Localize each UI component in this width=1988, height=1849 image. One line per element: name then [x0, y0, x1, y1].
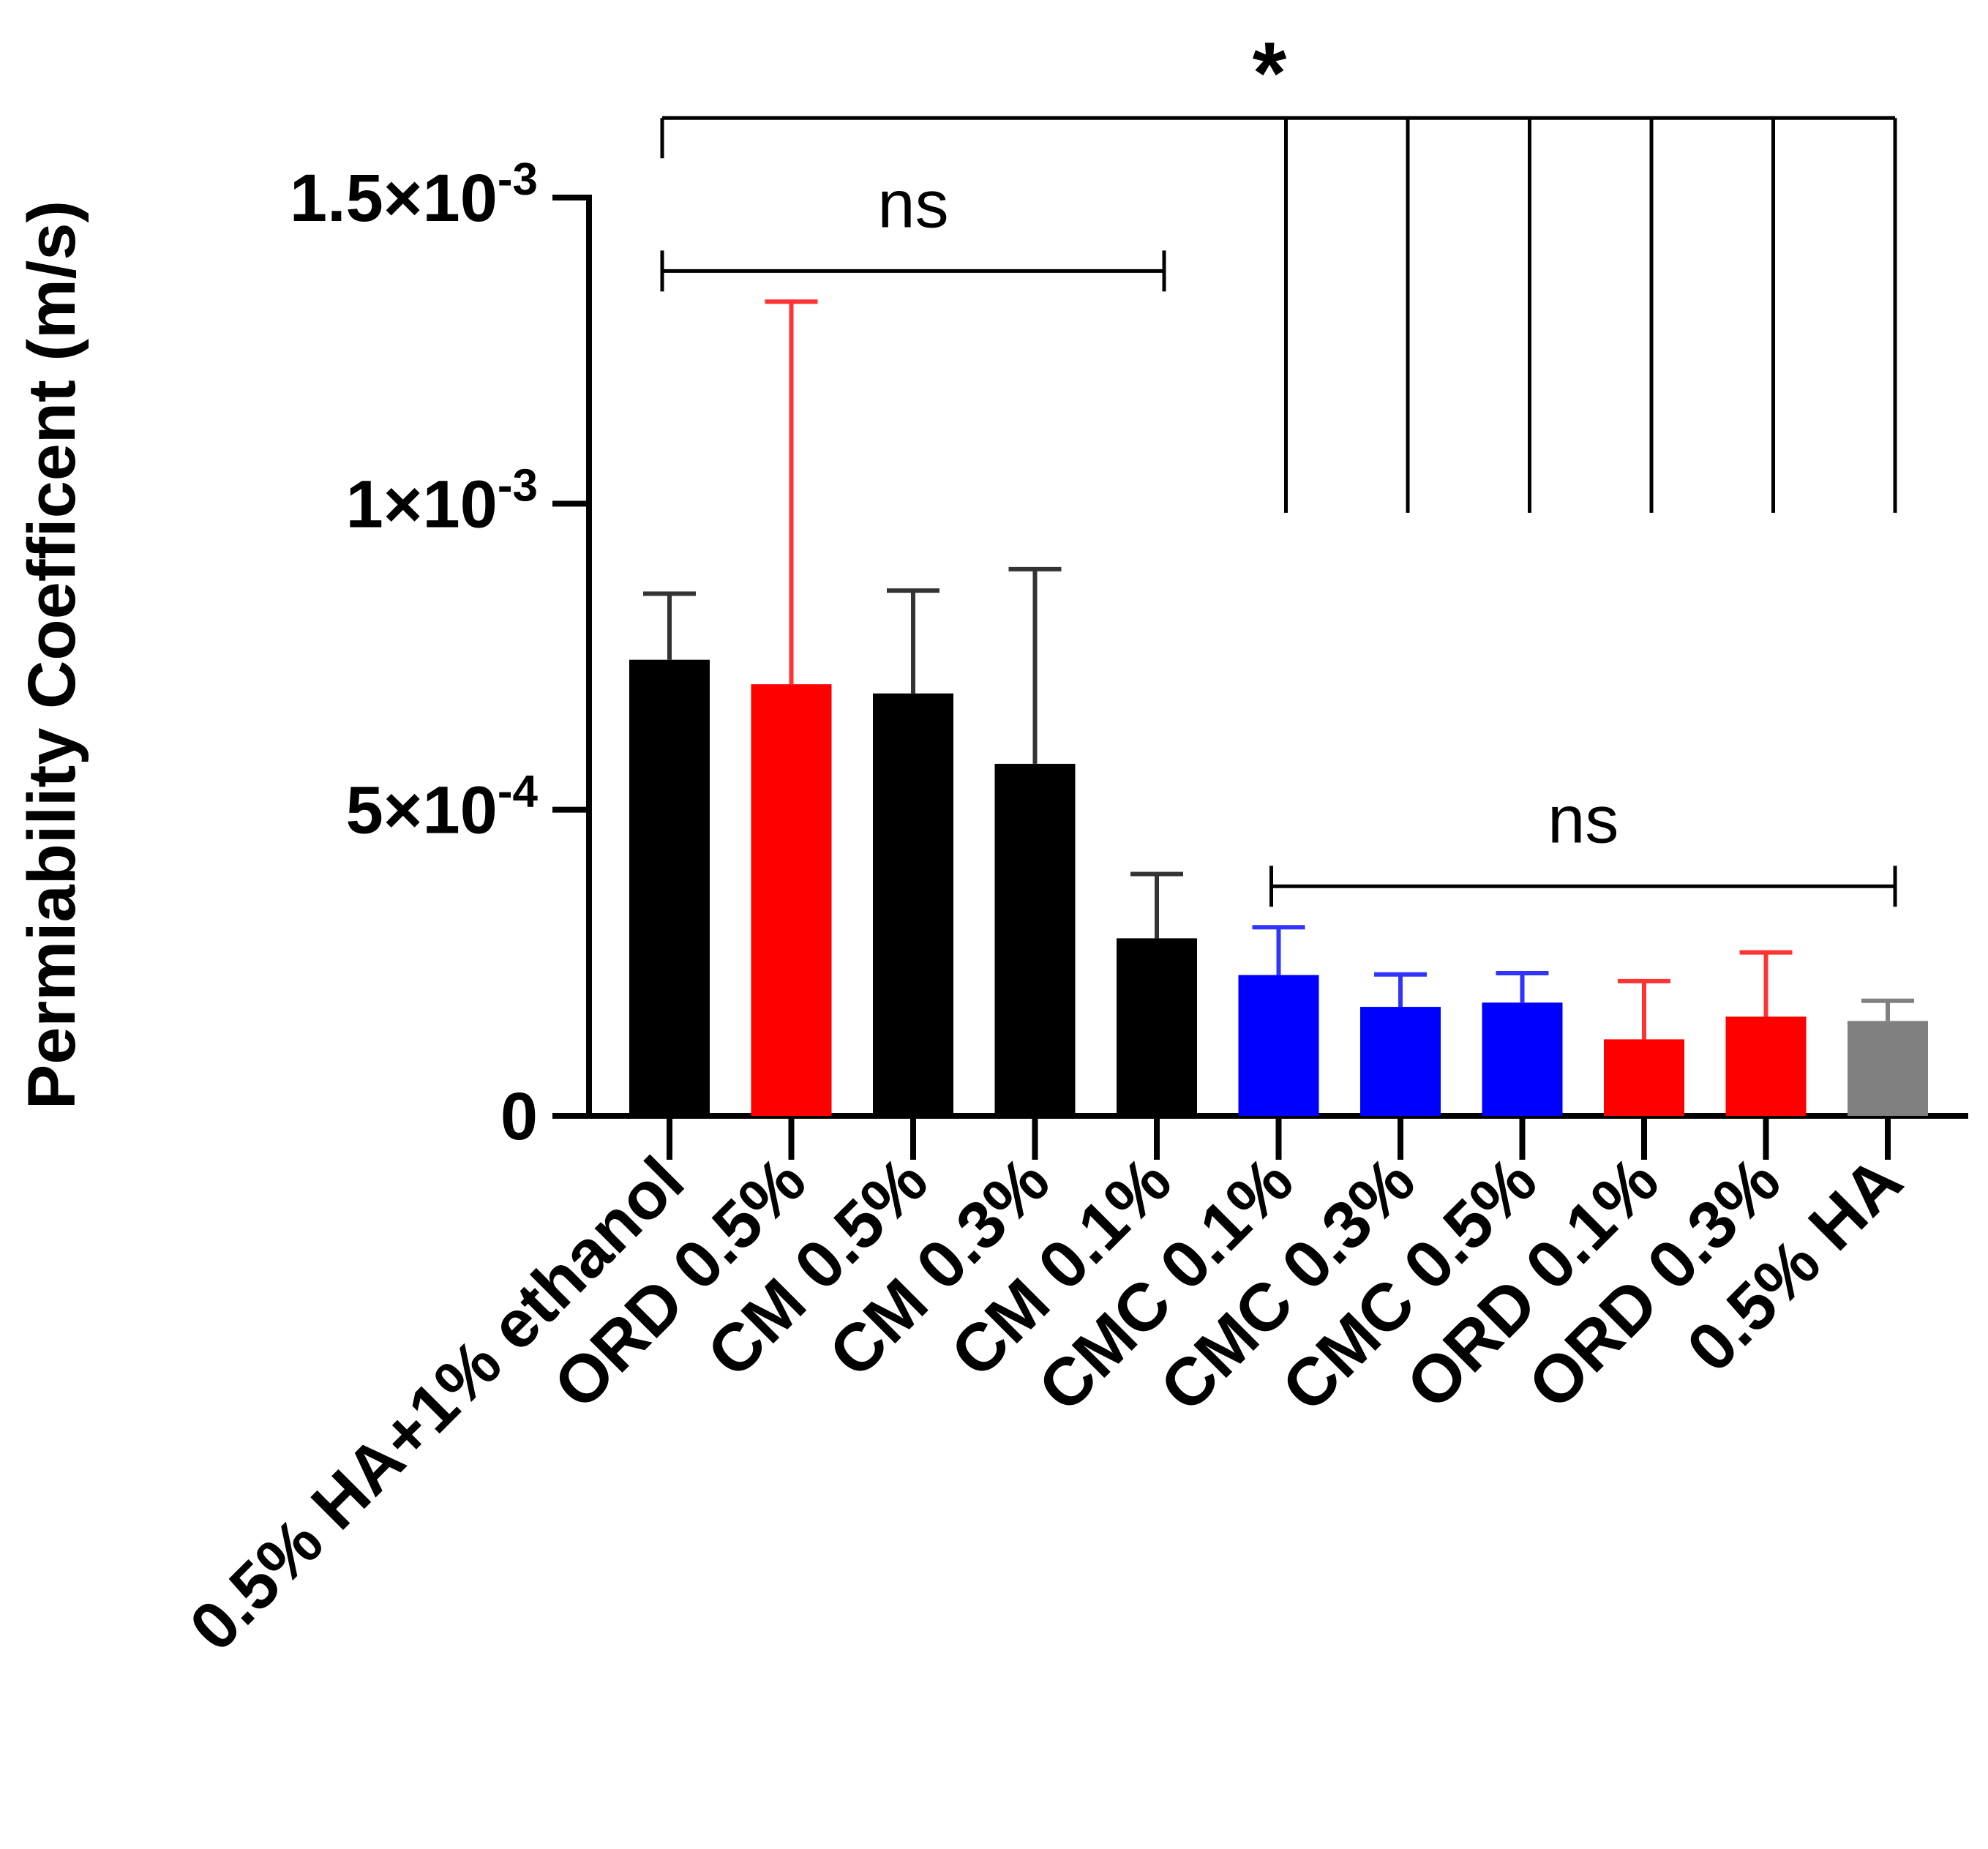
bar	[1238, 975, 1319, 1116]
bar	[751, 684, 832, 1116]
error-bars	[643, 299, 1914, 1040]
significance-ns-label: ns	[1548, 782, 1618, 857]
significance-star-label: *	[1253, 24, 1287, 122]
bars	[629, 659, 1928, 1116]
x-tick-label: 0.5% HA+1% ethanol	[176, 1143, 698, 1665]
bar	[1604, 1039, 1684, 1116]
bar	[1360, 1007, 1441, 1116]
bar	[1848, 1021, 1928, 1116]
bar	[873, 693, 953, 1116]
significance-ns-label: ns	[877, 167, 948, 241]
bar	[1117, 938, 1197, 1116]
y-tick-label: 1.5×10-3	[290, 154, 538, 236]
bar	[1482, 1002, 1563, 1116]
y-tick-label: 5×10-4	[346, 767, 539, 848]
bar	[629, 659, 710, 1116]
y-tick-label: 0	[500, 1079, 538, 1154]
y-tick-label: 1×10-3	[346, 460, 538, 541]
y-axis-title: Permiability Coefficent (m/s)	[15, 200, 89, 1109]
bar	[1725, 1016, 1807, 1116]
significance-annotations: ns ns *	[660, 24, 1897, 907]
bar	[994, 763, 1076, 1116]
